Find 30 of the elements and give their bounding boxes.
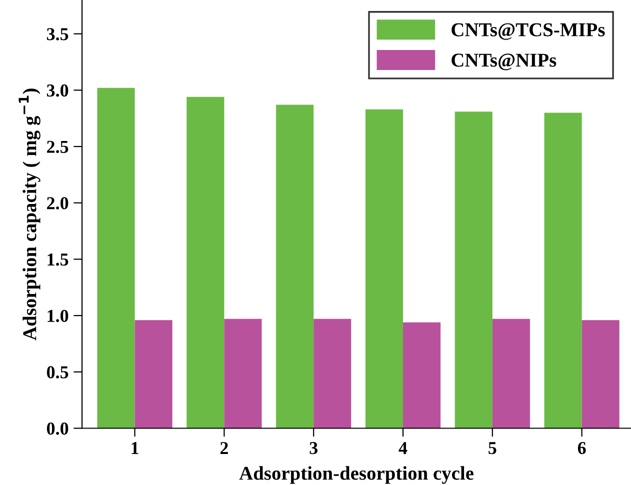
bar	[582, 320, 620, 428]
bar	[454, 112, 492, 428]
y-tick-label: 2.5	[47, 140, 68, 154]
y-tick-label: 3.5	[46, 28, 68, 40]
bar	[544, 112, 582, 428]
y-tick-label: 2.0	[47, 197, 68, 210]
bar	[224, 318, 262, 428]
bar	[314, 318, 352, 428]
bar	[492, 318, 530, 428]
legend-label: CNTs@NIPs	[452, 54, 556, 70]
bar	[403, 322, 441, 428]
y-tick-label: 1.5	[48, 254, 68, 266]
x-tick-label: 4	[398, 442, 408, 454]
y-tick-label: 1.0	[48, 310, 68, 322]
x-tick-label: 1	[132, 442, 138, 454]
bar	[186, 96, 224, 428]
bar	[276, 104, 314, 428]
y-tick-label: 3.0	[46, 84, 68, 97]
y-tick-label: 0.0	[46, 422, 68, 435]
x-tick-label: 2	[220, 442, 228, 454]
x-tick-label: 6	[578, 442, 586, 454]
x-tick-label: 3	[310, 442, 318, 454]
x-axis-title: Adsorption-desorption cycle	[239, 466, 474, 484]
bar	[365, 109, 404, 428]
bar	[97, 88, 135, 428]
legend-label: CNTs@TCS-MIPs	[452, 23, 605, 40]
x-tick-label: 5	[488, 442, 496, 454]
y-axis-title: Adsorption capacity ( mg g$^{−1}$)	[18, 88, 40, 340]
y-tick-label: 0.5	[46, 366, 68, 378]
bar	[134, 320, 172, 428]
